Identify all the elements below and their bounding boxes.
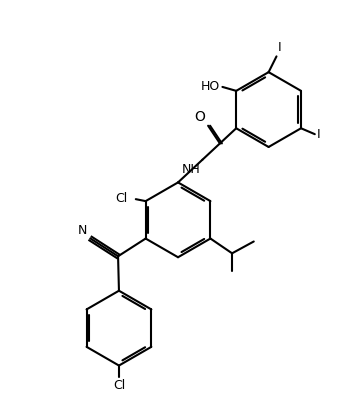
Text: NH: NH — [182, 163, 201, 176]
Text: Cl: Cl — [113, 379, 125, 393]
Text: N: N — [78, 224, 87, 237]
Text: O: O — [194, 110, 205, 124]
Text: I: I — [317, 127, 320, 141]
Text: I: I — [278, 41, 281, 54]
Text: Cl: Cl — [116, 192, 128, 205]
Text: HO: HO — [201, 80, 220, 93]
